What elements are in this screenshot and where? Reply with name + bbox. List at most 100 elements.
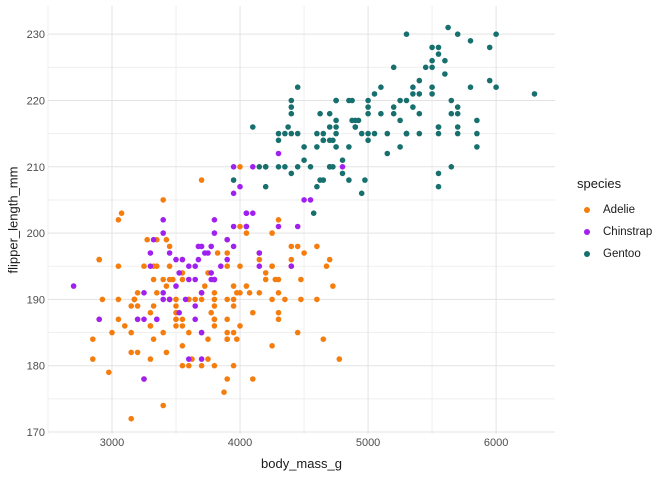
- point-chinstrap: [192, 303, 198, 309]
- point-gentoo: [288, 110, 295, 117]
- point-chinstrap: [166, 296, 173, 303]
- point-gentoo: [448, 97, 455, 104]
- point-gentoo: [339, 157, 346, 163]
- point-adelie: [147, 356, 154, 362]
- legend-label-gentoo: Gentoo: [603, 248, 641, 260]
- point-adelie: [115, 316, 122, 323]
- point-adelie: [170, 276, 176, 283]
- point-adelie: [256, 290, 263, 296]
- point-gentoo: [429, 64, 435, 71]
- y-axis-title: flipper_length_mm: [5, 166, 21, 274]
- point-gentoo: [365, 110, 371, 117]
- point-chinstrap: [186, 263, 192, 270]
- point-adelie: [269, 296, 275, 303]
- legend-swatch-gentoo-icon: [584, 251, 590, 257]
- point-adelie: [131, 296, 138, 303]
- point-chinstrap: [211, 217, 218, 223]
- point-adelie: [224, 336, 230, 343]
- point-gentoo: [294, 164, 301, 170]
- point-adelie: [269, 263, 275, 270]
- point-gentoo: [493, 31, 499, 37]
- point-adelie: [115, 263, 122, 270]
- point-gentoo: [349, 117, 355, 124]
- point-gentoo: [326, 124, 333, 130]
- point-gentoo: [352, 124, 359, 130]
- point-gentoo: [326, 110, 333, 117]
- point-chinstrap: [150, 236, 157, 243]
- point-adelie: [173, 296, 179, 303]
- point-adelie: [150, 303, 157, 309]
- point-chinstrap: [275, 150, 282, 157]
- point-adelie: [198, 362, 205, 369]
- point-chinstrap: [243, 210, 250, 216]
- point-adelie: [275, 309, 282, 316]
- point-gentoo: [256, 164, 263, 170]
- point-gentoo: [275, 130, 282, 137]
- point-adelie: [230, 283, 237, 289]
- point-adelie: [250, 309, 256, 316]
- point-adelie: [282, 296, 288, 303]
- point-chinstrap: [186, 356, 192, 362]
- point-gentoo: [346, 144, 352, 150]
- point-adelie: [173, 316, 179, 323]
- point-adelie: [166, 243, 173, 250]
- point-chinstrap: [250, 164, 256, 170]
- point-gentoo: [442, 71, 448, 77]
- point-gentoo: [429, 44, 435, 51]
- point-chinstrap: [256, 263, 263, 270]
- legend-swatch-chinstrap-icon: [584, 229, 590, 235]
- point-adelie: [160, 402, 166, 409]
- point-adelie: [314, 296, 320, 303]
- point-gentoo: [355, 117, 362, 124]
- point-gentoo: [365, 137, 371, 144]
- point-adelie: [234, 336, 240, 343]
- point-adelie: [115, 296, 122, 303]
- point-gentoo: [301, 144, 307, 150]
- point-adelie: [224, 263, 230, 270]
- point-gentoo: [467, 84, 474, 90]
- point-adelie: [294, 243, 301, 250]
- point-chinstrap: [256, 250, 263, 256]
- point-gentoo: [448, 164, 455, 170]
- point-chinstrap: [141, 376, 147, 382]
- point-gentoo: [288, 130, 295, 137]
- point-adelie: [163, 236, 170, 243]
- point-chinstrap: [173, 283, 179, 289]
- point-adelie: [275, 276, 282, 283]
- point-gentoo: [250, 124, 256, 130]
- point-chinstrap: [208, 270, 214, 276]
- point-gentoo: [365, 130, 371, 137]
- point-adelie: [106, 369, 112, 376]
- point-gentoo: [275, 164, 282, 170]
- point-chinstrap: [192, 263, 198, 270]
- point-gentoo: [410, 84, 416, 90]
- point-adelie: [166, 263, 173, 270]
- point-adelie: [320, 336, 327, 343]
- point-gentoo: [531, 91, 538, 97]
- point-adelie: [179, 362, 186, 369]
- point-adelie: [211, 290, 218, 296]
- point-adelie: [128, 349, 134, 356]
- point-adelie: [90, 336, 96, 343]
- point-adelie: [224, 296, 230, 303]
- point-gentoo: [448, 110, 455, 117]
- point-gentoo: [333, 117, 339, 124]
- point-gentoo: [435, 130, 442, 137]
- point-chinstrap: [141, 316, 147, 323]
- point-gentoo: [333, 124, 339, 130]
- point-gentoo: [282, 130, 288, 137]
- point-gentoo: [410, 104, 416, 110]
- point-chinstrap: [182, 296, 189, 303]
- point-gentoo: [301, 157, 307, 163]
- point-adelie: [150, 276, 157, 283]
- point-adelie: [288, 243, 295, 250]
- point-chinstrap: [205, 250, 211, 256]
- point-gentoo: [275, 137, 282, 144]
- point-adelie: [224, 376, 230, 382]
- point-gentoo: [333, 97, 339, 104]
- legend-item-gentoo: Gentoo: [577, 243, 652, 265]
- point-adelie: [173, 303, 179, 309]
- point-chinstrap: [160, 296, 166, 303]
- point-adelie: [243, 230, 250, 236]
